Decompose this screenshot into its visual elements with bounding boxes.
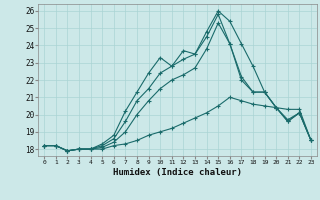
X-axis label: Humidex (Indice chaleur): Humidex (Indice chaleur) bbox=[113, 168, 242, 177]
